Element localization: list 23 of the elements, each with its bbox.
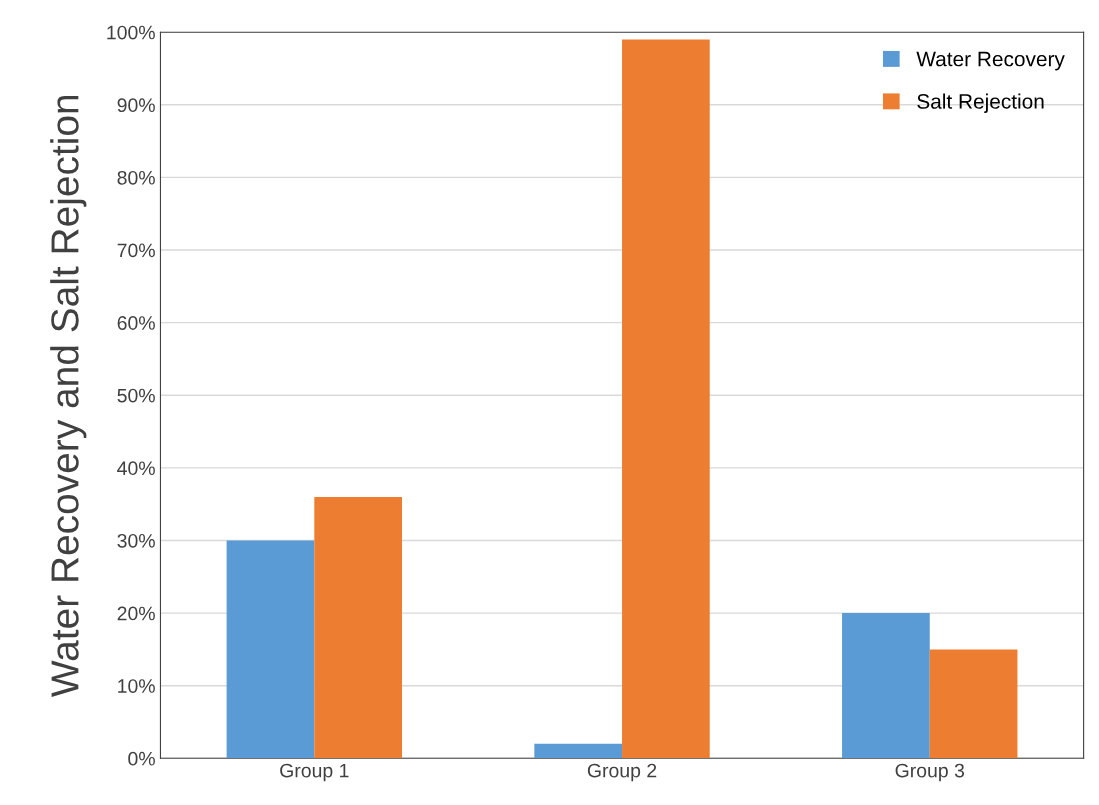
bar [226,540,315,759]
legend-label: Water Recovery [916,51,1065,71]
y-tick-label: 20% [117,606,155,621]
bar [622,39,710,759]
y-tick-label: 10% [118,679,155,693]
x-tick-label: Group 1 [280,763,349,782]
y-tick-label: 80% [117,170,155,185]
bar [929,649,1018,759]
x-tick-label: Group 2 [587,763,657,782]
y-tick-label: 90% [117,98,155,113]
bar [842,613,930,759]
y-tick-label: 40% [117,461,155,476]
y-tick-label: 70% [117,243,155,258]
bar [534,743,623,759]
bar [314,496,403,759]
y-axis-title: Water Recovery and Salt Rejection [50,95,87,697]
y-tick-label: 0% [128,751,155,766]
legend-label: Salt Rejection [917,93,1044,113]
y-tick-label: 60% [117,316,155,330]
x-tick-label: Group 3 [895,763,965,782]
y-tick-label: 100% [107,25,155,40]
y-tick-label: 50% [117,388,155,403]
y-tick-label: 30% [117,533,155,548]
